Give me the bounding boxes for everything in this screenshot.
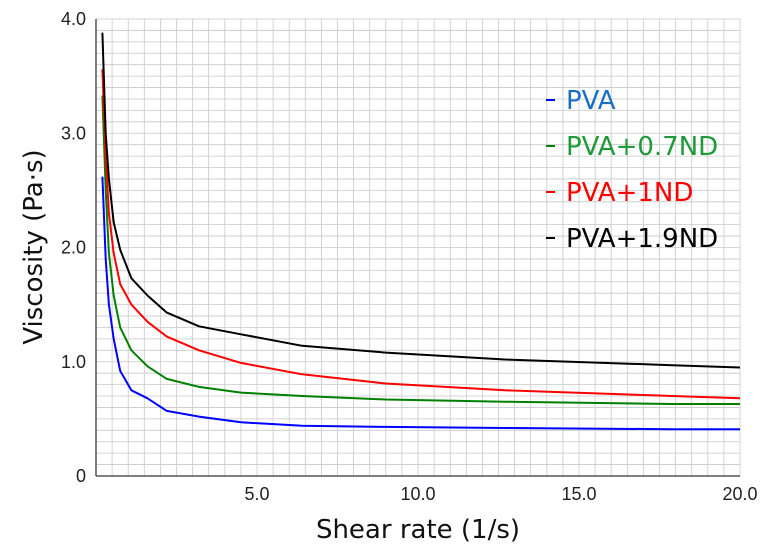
y-tick-label: 3.0 (61, 123, 86, 143)
x-tick-label: 15.0 (561, 484, 596, 504)
series-lines (101, 32, 741, 431)
series-line-pva (101, 176, 740, 431)
axes (95, 19, 740, 477)
legend-label: PVA+1.9ND (566, 224, 718, 254)
tick-labels: 5.0 10.0 15.0 20.0 0 1.0 2.0 3.0 4.0 (61, 9, 758, 504)
legend-label: PVA+1ND (566, 178, 693, 208)
legend: PVA PVA+0.7ND PVA+1ND PVA+1.9ND (546, 86, 718, 254)
x-tick-label: 10.0 (400, 484, 435, 504)
x-tick-label: 5.0 (244, 484, 269, 504)
x-tick-label: 20.0 (722, 484, 757, 504)
y-tick-label: 2.0 (61, 238, 86, 258)
series-line-pva-1-9nd (101, 32, 741, 369)
legend-label: PVA (566, 86, 616, 116)
y-axis-title: Viscosity (Pa·s) (19, 149, 49, 344)
y-tick-label: 4.0 (61, 9, 86, 29)
series-line-pva-1nd (101, 69, 741, 400)
y-tick-label: 0 (76, 466, 86, 486)
series-line-pva-0-7nd (101, 95, 740, 405)
legend-label: PVA+0.7ND (566, 132, 718, 162)
x-axis-title: Shear rate (1/s) (316, 515, 520, 545)
y-tick-label: 1.0 (61, 352, 86, 372)
